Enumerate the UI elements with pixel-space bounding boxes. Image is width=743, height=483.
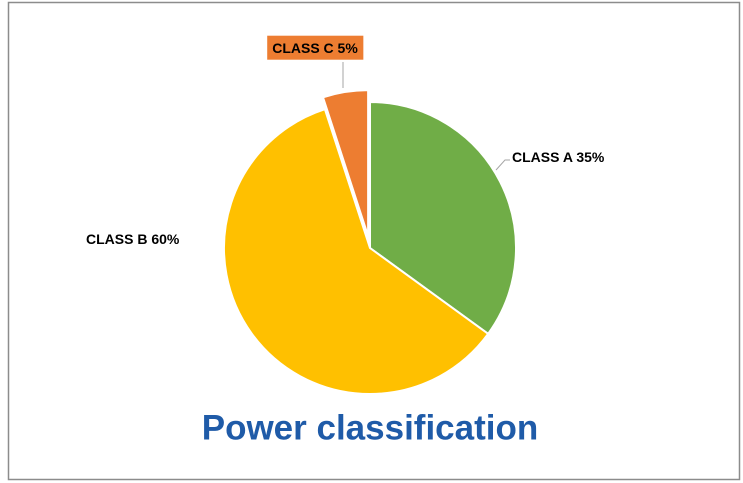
data-label-category: CLASS B: [86, 231, 147, 247]
data-label-category: CLASS C: [272, 40, 333, 56]
data-label-value: 60%: [151, 231, 180, 247]
data-label: CLASS A 35%: [512, 149, 605, 165]
data-label-box: [267, 35, 364, 60]
data-label-value: 35%: [576, 149, 605, 165]
data-label-value: 5%: [338, 40, 359, 56]
chart-title: Power classification: [202, 408, 539, 447]
pie-slice: [369, 100, 517, 336]
leader-line: [495, 159, 510, 171]
pie-slice: [223, 107, 490, 395]
data-label: CLASS C 5%: [272, 40, 358, 56]
data-label: CLASS B 60%: [86, 231, 180, 247]
data-label-category: CLASS A: [512, 149, 573, 165]
pie-slice: [321, 89, 370, 237]
